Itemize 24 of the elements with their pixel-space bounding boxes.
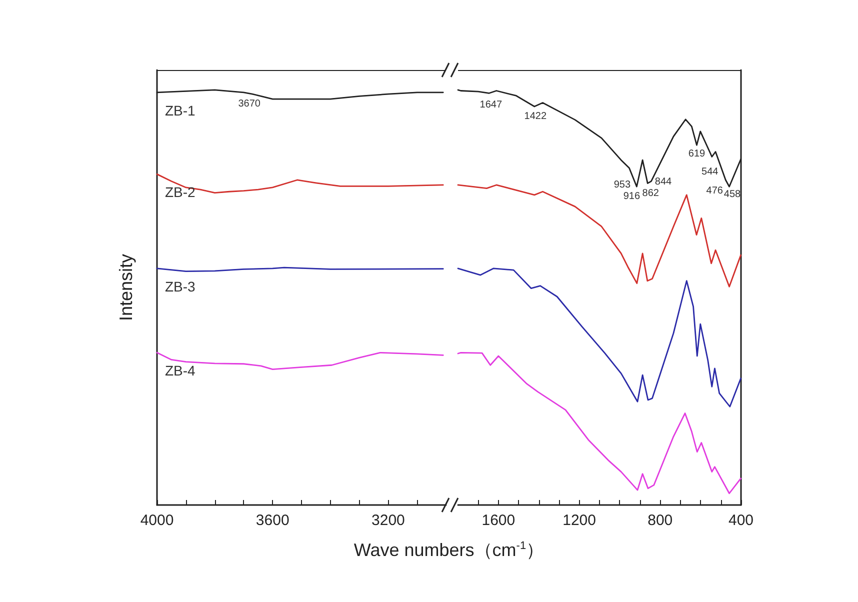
- y-axis-title: Intensity: [116, 254, 136, 322]
- annotation: 619: [688, 148, 706, 160]
- x-tick-label: 1600: [482, 512, 516, 529]
- annotation: 544: [702, 166, 719, 178]
- annotation: 476: [706, 185, 724, 196]
- annotation: 3670: [238, 98, 261, 110]
- series-label: ZB-2: [165, 184, 196, 200]
- annotation: 458: [724, 189, 742, 200]
- annotation: 844: [654, 176, 672, 188]
- x-tick-label: 800: [648, 512, 673, 529]
- x-axis-title: Wave numbers（cm$^{-1}$）: [352, 539, 546, 562]
- x-tick-label: 1200: [562, 512, 596, 529]
- annotation: 862: [642, 188, 660, 199]
- series-label: ZB-4: [165, 362, 196, 379]
- annotation: 916: [623, 191, 640, 202]
- series-label: ZB-1: [165, 102, 196, 118]
- x-tick-label: 400: [728, 512, 754, 529]
- annotation: 1422: [524, 111, 547, 122]
- x-tick-label: 4000: [140, 512, 174, 529]
- series-label: ZB-3: [165, 278, 196, 294]
- annotation: 953: [614, 179, 631, 190]
- annotation: 1647: [480, 100, 502, 111]
- x-tick-label: 3200: [372, 512, 405, 529]
- x-tick-label: 3600: [256, 512, 290, 529]
